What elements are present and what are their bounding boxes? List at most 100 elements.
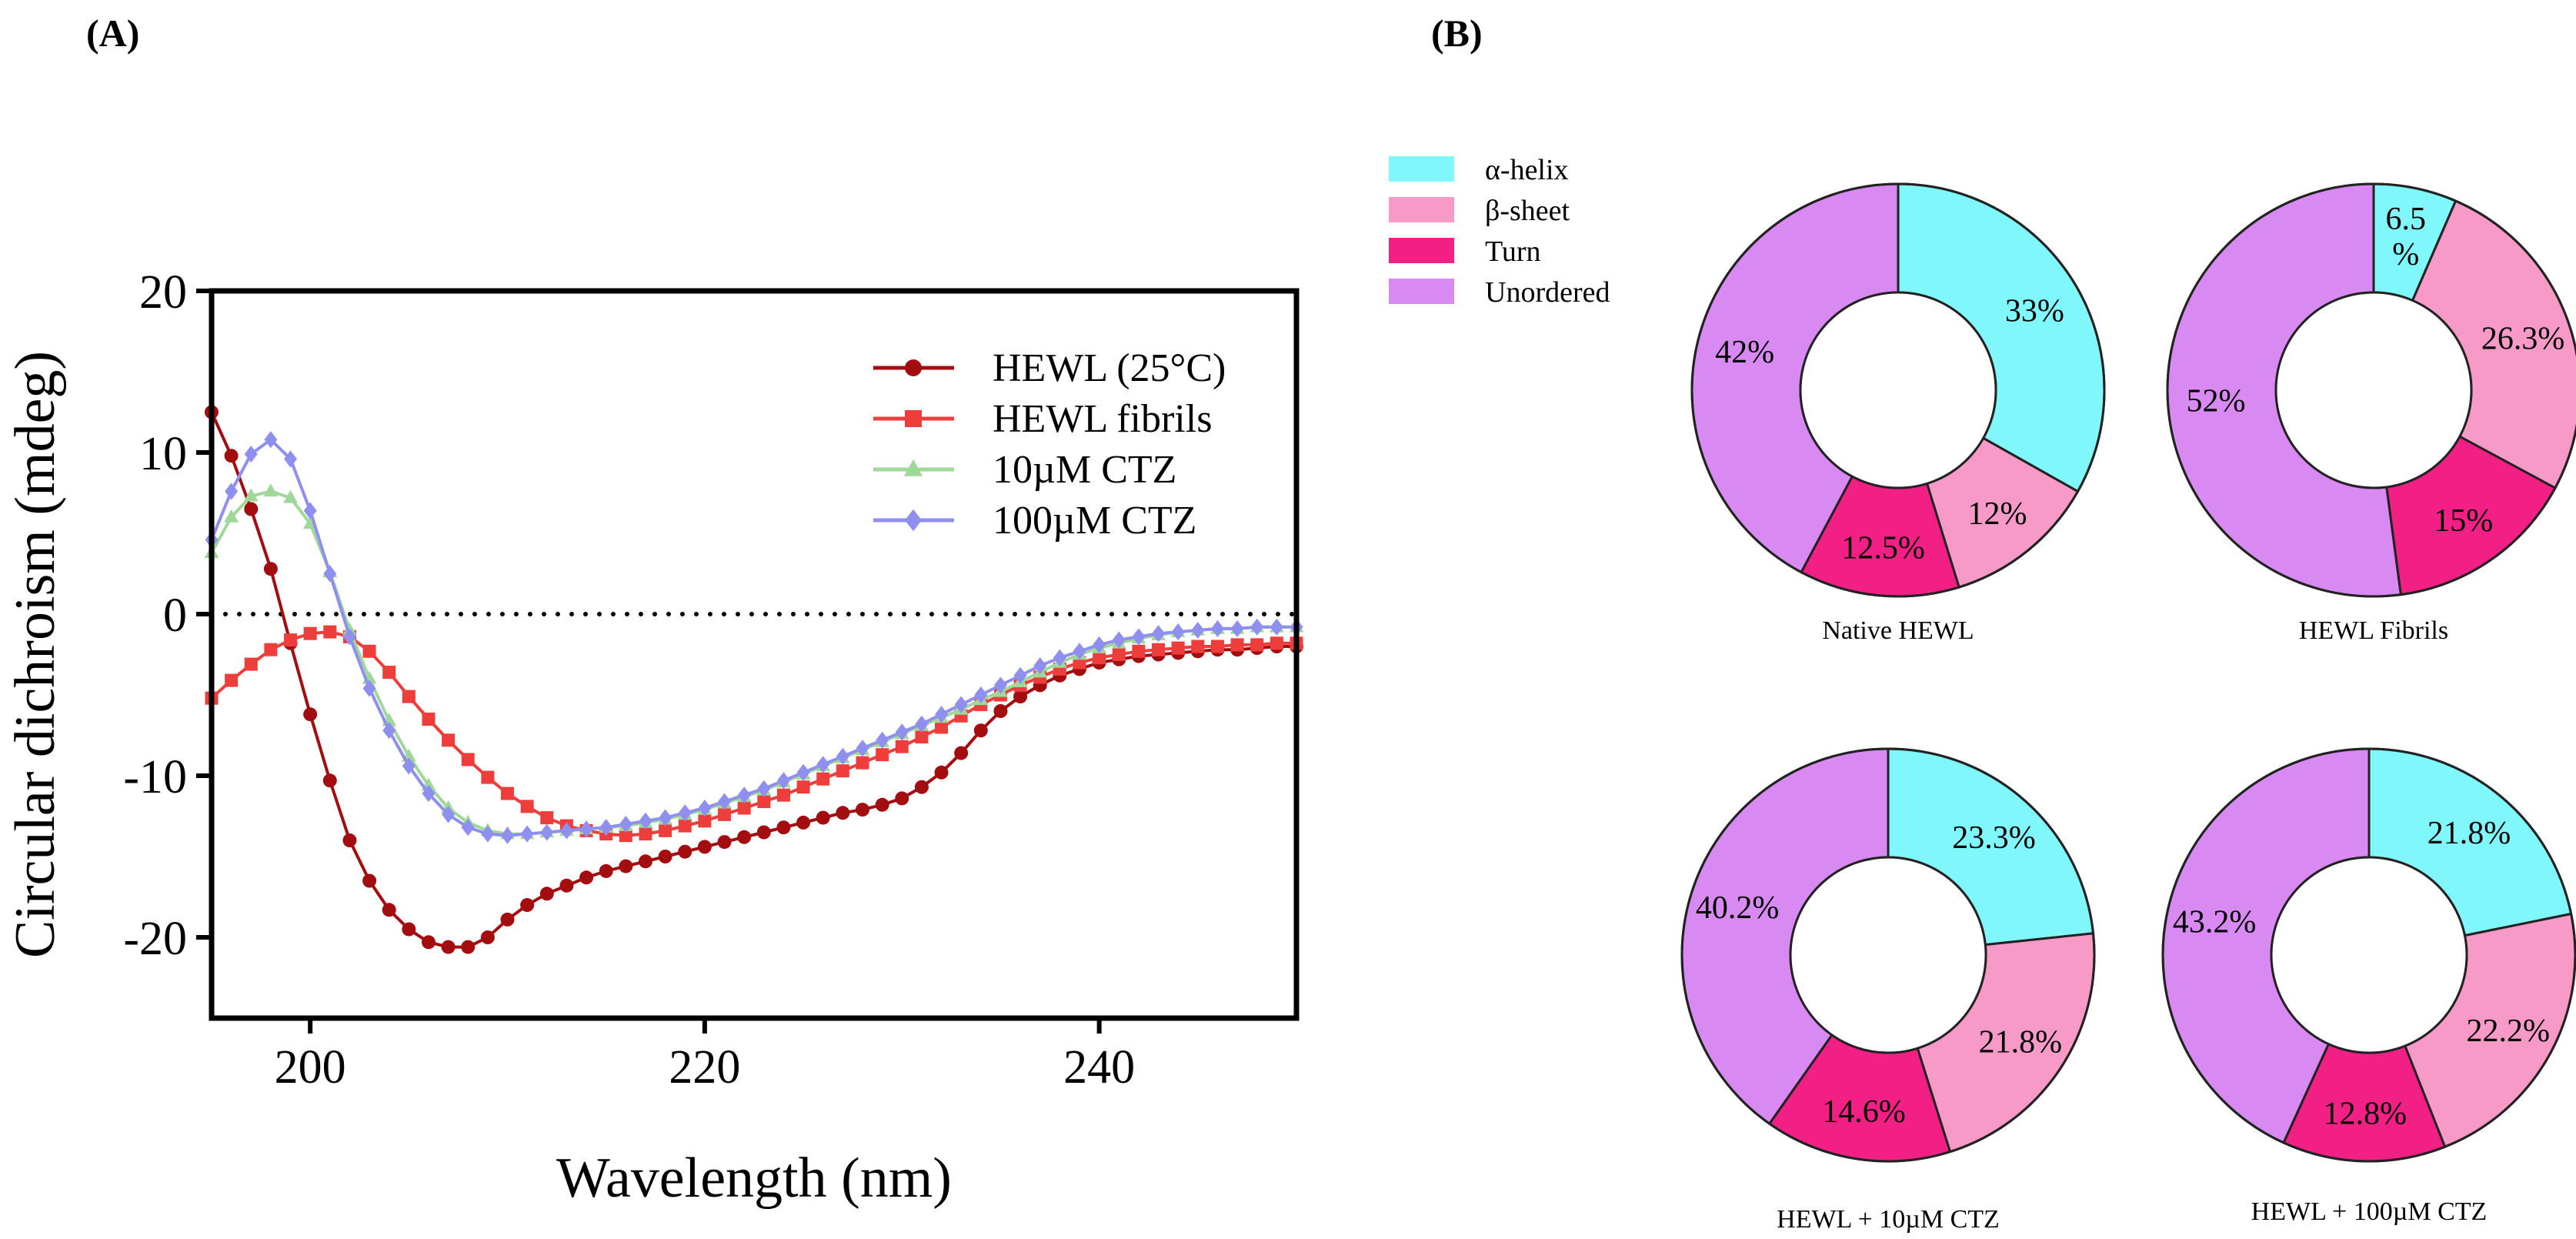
- data-point: [284, 633, 298, 647]
- data-point: [718, 793, 732, 810]
- data-point: [895, 723, 909, 741]
- legend-entry-10-m-ctz: 10µM CTZ: [873, 448, 1176, 492]
- slice-label: 22.2%: [2466, 1014, 2550, 1049]
- data-point: [757, 795, 771, 809]
- data-point: [1132, 628, 1146, 646]
- data-point: [697, 840, 712, 854]
- slice-label: 52%: [2186, 384, 2245, 419]
- x-tick-label: 220: [669, 1041, 740, 1094]
- slice-label: 12.5%: [1841, 531, 1925, 566]
- data-point: [362, 873, 377, 888]
- cd-spectrum-chart: 200 220 240 -20 -10 0 10 20 Wavelength (nm) Cir…: [4, 266, 1304, 1210]
- data-point: [599, 863, 613, 878]
- data-point: [501, 827, 515, 844]
- data-point: [481, 770, 495, 784]
- data-point: [856, 756, 869, 770]
- data-point: [678, 844, 692, 859]
- plot-frame: [209, 288, 1300, 1021]
- data-point: [323, 625, 337, 639]
- data-point: [856, 740, 869, 757]
- panel-b-label: (B): [1431, 12, 1483, 55]
- data-point: [619, 815, 632, 833]
- legend-label: α-helix: [1485, 154, 1569, 186]
- data-point: [1073, 643, 1086, 660]
- pie-legend-unordered: Unordered: [1389, 276, 1610, 309]
- data-point: [283, 489, 298, 503]
- data-point: [461, 819, 475, 837]
- data-point: [915, 715, 929, 733]
- legend-marker: [905, 359, 922, 376]
- data-point: [1210, 640, 1224, 653]
- data-point: [442, 806, 455, 823]
- y-tick-label: 0: [163, 589, 187, 642]
- series-line: [210, 411, 1296, 949]
- data-point: [382, 666, 396, 680]
- pie-legend-turn: Turn: [1389, 235, 1541, 268]
- data-point: [322, 773, 337, 788]
- data-point: [243, 488, 259, 502]
- slice-label: 26.3%: [2481, 322, 2565, 357]
- data-point: [717, 835, 732, 850]
- data-point: [737, 830, 752, 844]
- data-point: [658, 850, 672, 863]
- slice-label: 33%: [2005, 293, 2064, 329]
- data-point: [993, 676, 1007, 694]
- donut-title: Native HEWL: [1822, 616, 1974, 645]
- data-point: [1171, 641, 1185, 655]
- data-point: [540, 811, 554, 825]
- data-point: [422, 785, 435, 803]
- data-point: [461, 940, 475, 954]
- data-point: [796, 763, 810, 781]
- donut-outline: [2161, 747, 2576, 1163]
- series-hewl-fibrils: [205, 625, 1303, 843]
- data-point: [1250, 618, 1264, 636]
- data-point: [579, 870, 594, 885]
- data-point: [1210, 620, 1224, 637]
- donut-title: HEWL + 100µM CTZ: [2251, 1197, 2488, 1226]
- donut-hewl-fibrils: 6.5 % 26.3% 15% 52% HEWL Fibrils: [2166, 182, 2576, 645]
- data-point: [737, 786, 751, 804]
- x-tick-label: 240: [1063, 1041, 1135, 1094]
- data-point: [480, 930, 495, 944]
- legend-entry-100-m-ctz: 100µM CTZ: [873, 499, 1196, 543]
- structure-legend: α-helix β-sheet Turn Unordered: [1389, 154, 1610, 309]
- slice-label: 14.6%: [1822, 1094, 1906, 1130]
- data-point: [776, 772, 790, 790]
- data-point: [914, 780, 929, 794]
- data-point: [1112, 648, 1126, 661]
- slice-label: 12%: [1968, 496, 2027, 532]
- data-point: [757, 780, 771, 797]
- data-point: [559, 878, 574, 893]
- donut-hewl-10-m-ctz: 23.3% 21.8% 14.6% 40.2% HEWL + 10µM CTZ: [1680, 747, 2096, 1234]
- data-point: [974, 686, 988, 704]
- data-point: [244, 446, 258, 463]
- data-point: [876, 731, 889, 749]
- data-point: [1093, 651, 1106, 665]
- legend-label: 100µM CTZ: [993, 499, 1196, 543]
- legend-label: Unordered: [1485, 276, 1610, 309]
- series-line: [210, 489, 1296, 836]
- data-point: [264, 431, 278, 449]
- data-point: [796, 815, 811, 830]
- data-point: [303, 707, 318, 722]
- data-point: [225, 483, 239, 500]
- legend-marker: [903, 459, 923, 476]
- legend-label: HEWL fibrils: [993, 397, 1212, 441]
- legend-label: β-sheet: [1485, 195, 1570, 227]
- data-point: [323, 565, 337, 583]
- data-point: [973, 723, 988, 738]
- data-point: [481, 825, 495, 843]
- y-tick-label: 20: [139, 266, 187, 319]
- legend-swatch: [1389, 238, 1454, 263]
- data-point: [935, 706, 949, 723]
- data-point: [836, 806, 850, 820]
- slice-label: 42%: [1715, 335, 1774, 370]
- data-point: [836, 764, 849, 778]
- data-point: [895, 740, 909, 753]
- donut-hewl-100-m-ctz: 21.8% 22.2% 12.8% 43.2% HEWL + 100µM CTZ: [2161, 747, 2576, 1226]
- data-point: [402, 690, 415, 703]
- legend-marker: [905, 509, 922, 532]
- data-point: [1013, 690, 1028, 704]
- donut-outline: [1690, 182, 2106, 598]
